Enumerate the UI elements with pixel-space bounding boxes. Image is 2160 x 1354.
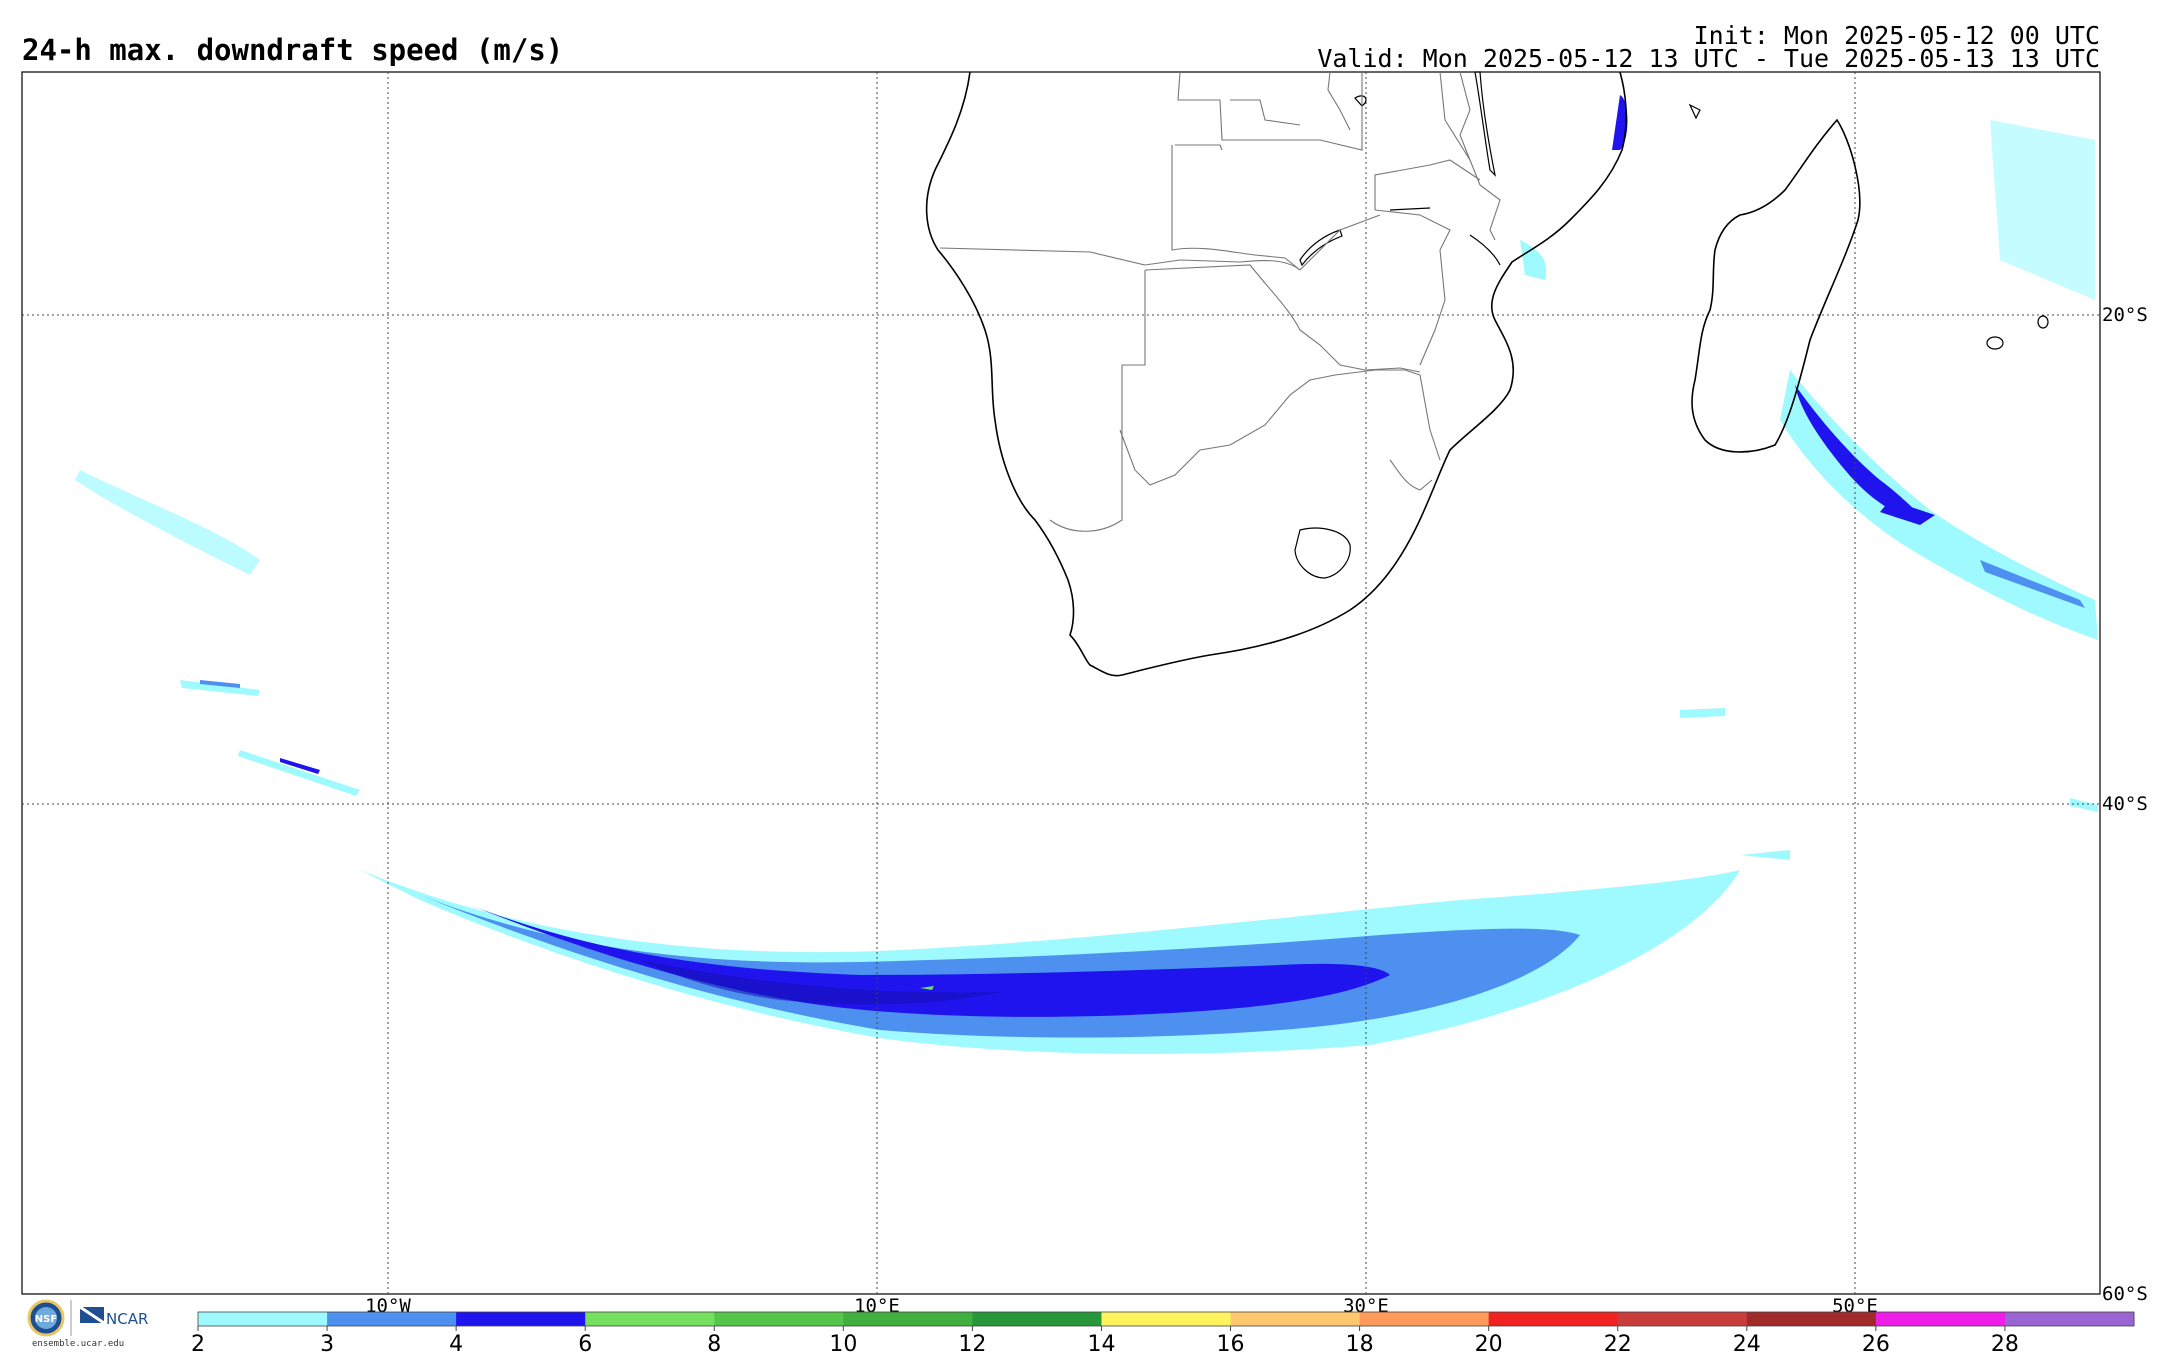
colorbar-segment	[714, 1312, 844, 1326]
lat-label-40s: 40°S	[2102, 793, 2148, 815]
colorbar-tick-label: 12	[958, 1332, 986, 1354]
colorbar-segment	[1359, 1312, 1490, 1326]
lat-label-20s: 20°S	[2102, 304, 2148, 326]
colorbar-segment	[843, 1312, 973, 1326]
colorbar-tick-label: 3	[320, 1332, 334, 1354]
colorbar-segment	[972, 1312, 1102, 1326]
lon-label-30e: 30°E	[1343, 1295, 1389, 1317]
colorbar-segment	[1101, 1312, 1232, 1326]
colorbar-segment	[327, 1312, 457, 1326]
colorbar-tick-label: 16	[1217, 1332, 1245, 1354]
map-panel	[21, 71, 2101, 1295]
lon-label-10w: 10°W	[365, 1295, 411, 1317]
lon-label-10e: 10°E	[854, 1295, 900, 1317]
colorbar-frame	[197, 1311, 2135, 1327]
country-borders	[939, 71, 1501, 532]
colorbar-segment	[1617, 1312, 1748, 1326]
coastlines	[925, 71, 2049, 677]
colorbar-tick-label: 20	[1475, 1332, 1503, 1354]
colorbar-tick-label: 10	[829, 1332, 857, 1354]
init-time: Init: Mon 2025-05-12 00 UTC	[1694, 21, 2100, 50]
colorbar-tick-label: 8	[707, 1332, 721, 1354]
colorbar-tick-label: 26	[1862, 1332, 1890, 1354]
colorbar-tick-label: 22	[1604, 1332, 1632, 1354]
colorbar-tick-label: 24	[1733, 1332, 1761, 1354]
lat-label-60s: 60°S	[2102, 1283, 2148, 1305]
valid-time: Valid: Mon 2025-05-12 13 UTC - Tue 2025-…	[1317, 44, 2100, 73]
colorbar-segment	[1488, 1312, 1619, 1326]
colorbar-segment	[1746, 1312, 1877, 1326]
ncar-logo: NCAR	[79, 1305, 148, 1328]
colorbar-segment	[1230, 1312, 1361, 1326]
colorbar-tick-label: 28	[1991, 1332, 2019, 1354]
colorbar-segment	[1875, 1312, 2006, 1326]
site-url: ensemble.ucar.edu	[32, 1339, 124, 1349]
colorbar-tick-label: 14	[1087, 1332, 1115, 1354]
chart-title: 24-h max. downdraft speed (m/s)	[22, 33, 563, 67]
colorbar-segment	[585, 1312, 715, 1326]
colorbar-tick-label: 18	[1346, 1332, 1374, 1354]
colorbar-tick-label: 6	[578, 1332, 592, 1354]
colorbar-segment	[456, 1312, 586, 1326]
nsf-logo-text: NSF	[35, 1314, 57, 1325]
downdraft-shading-southern-band	[360, 870, 1740, 1054]
lon-label-50e: 50°E	[1832, 1295, 1878, 1317]
downdraft-shading-madagascar	[1520, 95, 2098, 640]
graticule	[22, 72, 2100, 1294]
colorbar: 2 3 4 6 8 10 12 14 16 18 20 22 24 26 28	[191, 1311, 2135, 1354]
nsf-logo: NSF	[27, 1299, 65, 1337]
colorbar-tick-label: 2	[191, 1332, 205, 1354]
colorbar-segment	[2004, 1312, 2135, 1326]
colorbar-segment	[198, 1312, 328, 1326]
colorbar-tick-label: 4	[449, 1332, 463, 1354]
downdraft-shading-scattered	[75, 470, 2098, 860]
ncar-logo-text: NCAR	[106, 1310, 148, 1328]
